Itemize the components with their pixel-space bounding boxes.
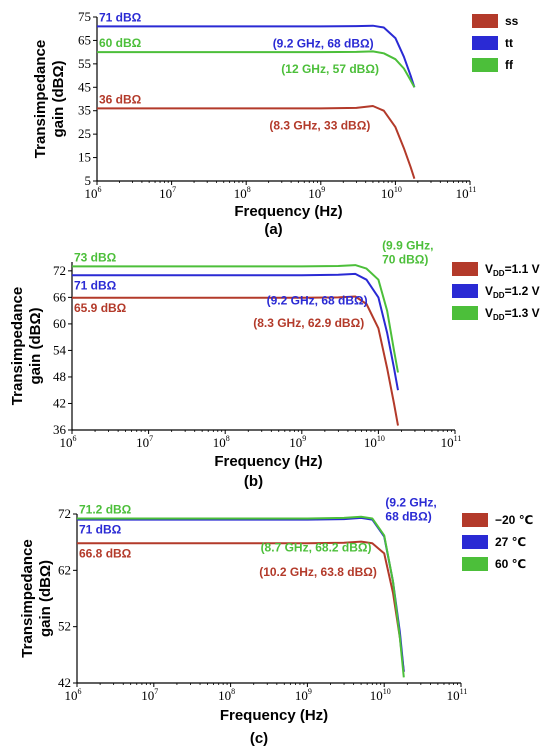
- annotation-label: 70 dBΩ): [382, 253, 428, 267]
- legend-label-1: VDD=1.2 V: [485, 284, 540, 300]
- x-tick-label: 1011: [456, 185, 477, 201]
- legend-label-1: 27 ℃: [495, 535, 526, 549]
- annotation-label: 71.2 dBΩ: [79, 503, 132, 517]
- legend-swatch-0: [462, 513, 488, 527]
- legend-label-2: VDD=1.3 V: [485, 306, 540, 322]
- legend-label-1: tt: [505, 36, 513, 50]
- legend-swatch-1: [472, 36, 498, 50]
- y-axis-title: Transimpedancegain (dBΩ): [9, 287, 44, 405]
- series-line-0: [77, 540, 405, 672]
- y-axis-title: Transimpedancegain (dBΩ): [32, 40, 67, 158]
- y-tick-label: 72: [58, 506, 71, 521]
- panel-label: (c): [250, 730, 268, 747]
- panel-label: (a): [264, 221, 282, 238]
- x-tick-label: 106: [85, 185, 102, 201]
- legend-swatch-2: [462, 557, 488, 571]
- series-line-0: [97, 105, 416, 180]
- x-tick-label: 109: [295, 687, 312, 703]
- annotation-label: (10.2 GHz, 63.8 dBΩ): [259, 565, 377, 579]
- series-line-2: [97, 50, 416, 88]
- x-tick-label: 109: [289, 434, 306, 450]
- y-tick-label: 55: [78, 56, 91, 71]
- annotation-label: 60 dBΩ: [99, 36, 142, 50]
- y-axis-title: Transimpedancegain (dBΩ): [19, 539, 54, 657]
- chart-panel-2: 42 52 62 72 106 107 108 109 1010 1011 71.2 dBΩ 71 d…: [19, 496, 533, 747]
- annotation-label: 36 dBΩ: [99, 92, 142, 106]
- series-line-1: [97, 24, 416, 88]
- x-tick-label: 106: [60, 434, 77, 450]
- legend-swatch-1: [452, 284, 478, 298]
- legend-swatch-0: [472, 14, 498, 28]
- x-axis-title: Frequency (Hz): [234, 203, 342, 220]
- y-tick-label: 62: [58, 562, 71, 577]
- x-tick-label: 1011: [447, 687, 468, 703]
- x-tick-label: 108: [234, 185, 251, 201]
- x-tick-label: 107: [136, 434, 153, 450]
- y-tick-label: 25: [78, 126, 91, 141]
- y-tick-label: 42: [58, 675, 71, 690]
- chart-panel-1: 36 42 48 54 60 66 72 106 107 108 109 1010 1011 73 dBΩ…: [9, 239, 540, 490]
- legend-label-0: −20 ℃: [495, 513, 533, 527]
- legend-swatch-1: [462, 535, 488, 549]
- series-line-1: [72, 272, 399, 391]
- y-tick-label: 65: [78, 32, 91, 47]
- y-tick-label: 72: [53, 263, 66, 278]
- x-axis-title: Frequency (Hz): [220, 707, 328, 724]
- legend-label-0: VDD=1.1 V: [485, 262, 540, 278]
- x-tick-label: 1010: [364, 434, 385, 450]
- annotation-label: (9.2 GHz,: [385, 496, 436, 510]
- annotation-label: 71 dBΩ: [79, 523, 122, 537]
- x-tick-label: 1011: [441, 434, 462, 450]
- legend-swatch-0: [452, 262, 478, 276]
- x-tick-label: 107: [159, 185, 176, 201]
- y-tick-label: 52: [58, 619, 71, 634]
- annotation-label: (8.3 GHz, 33 dBΩ): [269, 118, 370, 132]
- y-tick-label: 42: [53, 395, 66, 410]
- annotation-label: 65.9 dBΩ: [74, 301, 127, 315]
- x-tick-label: 1010: [381, 185, 402, 201]
- annotation-label: (8.7 GHz, 68.2 dBΩ): [261, 540, 372, 554]
- y-tick-label: 54: [53, 342, 67, 357]
- series-line-2: [72, 264, 399, 373]
- annotation-label: 68 dBΩ): [385, 510, 431, 524]
- legend-label-0: ss: [505, 14, 519, 28]
- x-tick-label: 108: [213, 434, 230, 450]
- annotation-label: 66.8 dBΩ: [79, 546, 132, 560]
- y-tick-label: 66: [53, 289, 67, 304]
- x-tick-label: 1010: [370, 687, 391, 703]
- annotation-label: (9.2 GHz, 68 dBΩ): [273, 36, 374, 50]
- x-axis-title: Frequency (Hz): [214, 453, 322, 470]
- x-tick-label: 109: [308, 185, 325, 201]
- legend-label-2: 60 ℃: [495, 557, 526, 571]
- x-tick-label: 106: [65, 687, 82, 703]
- y-tick-label: 48: [53, 369, 66, 384]
- series-line-2: [77, 515, 405, 678]
- y-tick-label: 75: [78, 9, 91, 24]
- annotation-label: 71 dBΩ: [74, 278, 117, 292]
- annotation-label: 71 dBΩ: [99, 10, 142, 24]
- y-tick-label: 15: [78, 150, 91, 165]
- chart-panel-0: 5 15 25 35 45 55 65 75 106 107 108 109 1010 1011 71 dB…: [32, 9, 519, 238]
- x-tick-label: 108: [218, 687, 235, 703]
- legend-swatch-2: [452, 306, 478, 320]
- annotation-label: (8.3 GHz, 62.9 dBΩ): [253, 316, 364, 330]
- y-tick-label: 36: [53, 422, 67, 437]
- y-tick-label: 60: [53, 316, 66, 331]
- y-tick-label: 45: [78, 79, 91, 94]
- x-tick-label: 107: [141, 687, 158, 703]
- y-tick-label: 5: [85, 173, 92, 188]
- legend-label-2: ff: [505, 58, 514, 72]
- annotation-label: (9.2 GHz, 68 dBΩ): [267, 294, 368, 308]
- legend-swatch-2: [472, 58, 498, 72]
- annotation-label: (12 GHz, 57 dBΩ): [281, 62, 379, 76]
- panel-label: (b): [244, 473, 263, 490]
- annotation-label: 73 dBΩ: [74, 250, 117, 264]
- annotation-label: (9.9 GHz,: [382, 239, 433, 253]
- y-tick-label: 35: [78, 103, 91, 118]
- series-line-0: [72, 295, 399, 426]
